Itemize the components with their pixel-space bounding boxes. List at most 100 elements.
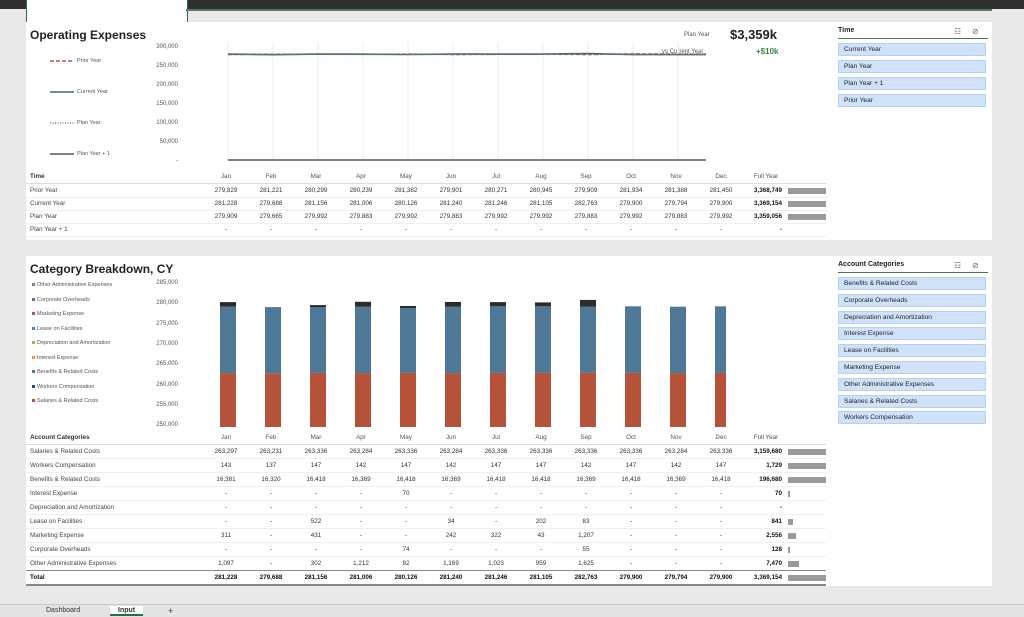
multi-select-icon[interactable]: ☷: [954, 27, 961, 36]
multi-select-icon[interactable]: ☷: [954, 261, 961, 270]
legend-item-1: Prior Year: [50, 58, 101, 64]
month-header: Mar: [296, 173, 336, 180]
total-databar: [788, 214, 826, 220]
legend-line-swatch: [50, 58, 74, 64]
category-legend-item-2: Corporate Overheads: [32, 297, 90, 303]
row-total: 7,470: [744, 560, 782, 567]
table-cell: -: [206, 518, 246, 525]
table-cell: -: [341, 490, 381, 497]
legend-swatch: [32, 370, 35, 373]
table-cell: 16,418: [476, 476, 516, 483]
legend-label: Plan Year + 1: [77, 151, 110, 157]
table-cell: 16,418: [386, 476, 426, 483]
category-legend-item-9: Salaries & Related Costs: [32, 398, 98, 404]
add-sheet-icon[interactable]: +: [164, 606, 177, 616]
y-tick-label: 200,000: [144, 82, 178, 88]
table-cell: -: [341, 504, 381, 511]
slicer-item-lease-on-facilities[interactable]: Lease on Facilities: [838, 344, 986, 357]
tab-input[interactable]: Input: [110, 606, 143, 616]
bar-segment-other-administrative-expenses: [400, 306, 416, 308]
table-row: Interest Expense----70-------70: [26, 487, 826, 500]
month-header: Jul: [476, 173, 516, 180]
table-cell: 279,883: [566, 213, 606, 220]
legend-swatch: [32, 298, 35, 301]
table-cell: 279,901: [431, 187, 471, 194]
table-cell: 279,900: [611, 200, 651, 207]
table-cell: 279,883: [431, 213, 471, 220]
table-cell: 281,388: [656, 187, 696, 194]
slicer-item-depreciation-and-amortization[interactable]: Depreciation and Amortization: [838, 311, 986, 324]
total-databar: [788, 491, 790, 497]
bar-segment-benefits-related-costs: [535, 306, 551, 373]
bar-segment-salaries-related-costs: [535, 373, 551, 427]
legend-item-4: Plan Year + 1: [50, 151, 110, 157]
table-cell: 263,284: [341, 448, 381, 455]
y-tick-label: 260,000: [144, 382, 178, 388]
row-label: Plan Year + 1: [30, 226, 68, 233]
slicer-item-plan-year-1[interactable]: Plan Year + 1: [838, 77, 986, 90]
clear-filter-icon[interactable]: ⊘: [972, 261, 979, 270]
row-label: Interest Expense: [30, 490, 77, 497]
table-cell: 137: [251, 462, 291, 469]
total-bottom-border: [26, 584, 826, 586]
total-cell: 279,900: [701, 574, 741, 581]
total-databar: [788, 463, 826, 469]
table-cell: -: [251, 532, 291, 539]
category-bar-chart: [186, 276, 726, 436]
legend-label: Prior Year: [77, 58, 101, 64]
slicer-item-corporate-overheads[interactable]: Corporate Overheads: [838, 294, 986, 307]
table-cell: 279,992: [521, 213, 561, 220]
month-header: Dec: [701, 173, 741, 180]
grand-total: 3,369,154: [744, 574, 782, 581]
table-cell: -: [701, 560, 741, 567]
table-cell: 280,271: [476, 187, 516, 194]
slicer-item-salaries-related-costs[interactable]: Salaries & Related Costs: [838, 395, 986, 408]
table-cell: 147: [521, 462, 561, 469]
bar-segment-benefits-related-costs: [355, 307, 371, 373]
total-cell: 281,105: [521, 574, 561, 581]
legend-swatch: [32, 385, 35, 388]
clear-filter-icon[interactable]: ⊘: [972, 27, 979, 36]
legend-label: Marketing Expense: [37, 311, 84, 317]
slicer-item-workers-compensation[interactable]: Workers Compensation: [838, 411, 986, 424]
slicer-item-prior-year[interactable]: Prior Year: [838, 94, 986, 107]
total-databar: [788, 519, 793, 525]
table-cell: -: [251, 226, 291, 233]
table-cell: 280,126: [386, 200, 426, 207]
slicer-item-marketing-expense[interactable]: Marketing Expense: [838, 361, 986, 374]
month-header: Feb: [251, 173, 291, 180]
y-tick-label: 280,000: [144, 300, 178, 306]
tab-dashboard[interactable]: Dashboard: [38, 606, 88, 616]
legend-swatch: [32, 312, 35, 315]
total-databar: [788, 547, 790, 553]
table-cell: 279,992: [386, 213, 426, 220]
slicer-item-current-year[interactable]: Current Year: [838, 43, 986, 56]
table-cell: 143: [206, 462, 246, 469]
table-cell: 279,829: [206, 187, 246, 194]
row-total: 3,359,056: [744, 213, 782, 220]
slicer-item-plan-year[interactable]: Plan Year: [838, 60, 986, 73]
table-cell: -: [296, 226, 336, 233]
legend-label: Depreciation and Amortization: [37, 340, 110, 346]
table-cell: 142: [341, 462, 381, 469]
sheet-tabs-bar: Dashboard Input +: [0, 604, 1024, 617]
total-cell: 280,126: [386, 574, 426, 581]
table-cell: 16,369: [656, 476, 696, 483]
legend-line-swatch: [50, 120, 74, 126]
table-cell: 1,097: [206, 560, 246, 567]
selected-cell[interactable]: [26, 0, 188, 23]
slicer-item-benefits-related-costs[interactable]: Benefits & Related Costs: [838, 277, 986, 290]
legend-line-swatch: [50, 89, 74, 95]
slicer-item-other-administrative-expenses[interactable]: Other Administrative Expenses: [838, 378, 986, 391]
category-legend-item-8: Workers Compensation: [32, 384, 94, 390]
table-cell: 263,284: [656, 448, 696, 455]
legend-label: Salaries & Related Costs: [37, 398, 98, 404]
category-legend-item-3: Marketing Expense: [32, 311, 84, 317]
full-year-header: Full Year: [744, 173, 788, 180]
table-cell: 282,763: [566, 200, 606, 207]
slicer-item-interest-expense[interactable]: Interest Expense: [838, 327, 986, 340]
category-legend-item-1: Other Administrative Expenses: [32, 282, 112, 288]
